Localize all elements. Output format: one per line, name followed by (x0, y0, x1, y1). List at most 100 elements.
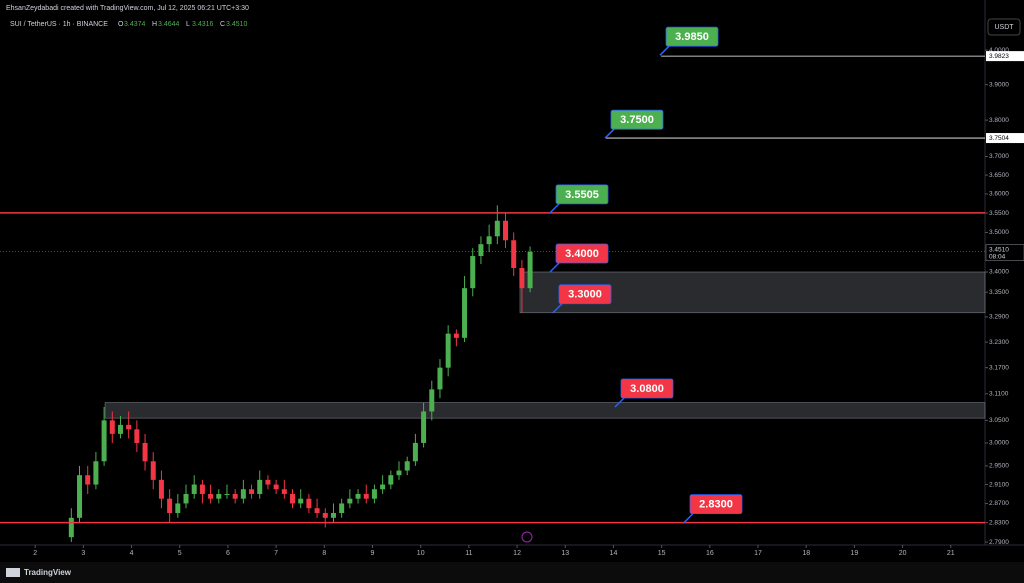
candle-body (396, 470, 402, 476)
y-tick-label: 3.1700 (989, 364, 1009, 371)
x-tick-label: 16 (706, 550, 714, 557)
candle-body (371, 489, 377, 499)
event-icon[interactable] (521, 531, 533, 543)
annotation-pointer (552, 302, 564, 314)
candle-body (339, 503, 345, 514)
annotation-label: 3.7500 (620, 114, 654, 126)
x-tick-label: 12 (513, 550, 521, 557)
level-tag (986, 51, 1024, 62)
annotation-box (610, 109, 664, 130)
y-tick-label: 3.0000 (989, 440, 1009, 447)
candle-body (298, 498, 304, 504)
candle-body (142, 442, 148, 462)
ohlc-value: 3.4316 (192, 21, 214, 28)
x-tick-label: 6 (226, 550, 230, 557)
candle-body (77, 475, 83, 518)
candle-body (404, 461, 410, 471)
annotation-box (558, 284, 612, 305)
candle-body (150, 461, 156, 480)
candle-body (453, 333, 459, 338)
candle-body (257, 479, 263, 494)
candle-body (527, 251, 533, 289)
x-tick-label: 17 (754, 550, 762, 557)
logo (6, 568, 20, 577)
level-tag (986, 133, 1024, 144)
annotation-label: 3.9850 (675, 31, 709, 43)
annotation-box (555, 184, 609, 205)
candle-body (437, 367, 443, 390)
candle-body (158, 479, 164, 499)
candle-body (109, 420, 115, 434)
candle-body (93, 461, 99, 485)
x-tick-label: 8 (322, 550, 326, 557)
y-tick-label: 3.6000 (989, 191, 1009, 198)
x-tick-label: 21 (947, 550, 955, 557)
ohlc-value: 3.4374 (124, 21, 146, 28)
y-tick-label: 3.3500 (989, 289, 1009, 296)
candle-body (363, 493, 369, 499)
level-tag-label: 3.7504 (989, 135, 1009, 142)
y-tick-label: 3.2900 (989, 314, 1009, 321)
currency-box[interactable] (987, 18, 1021, 36)
last-price-label: 3.4510 (989, 246, 1009, 253)
candle-body (117, 424, 123, 434)
y-tick-label: 3.5000 (989, 229, 1009, 236)
x-tick-label: 15 (658, 550, 666, 557)
y-tick-label: 3.9000 (989, 81, 1009, 88)
y-tick-label: 3.1100 (989, 390, 1009, 397)
currency[interactable]: USDT (994, 24, 1014, 31)
candle-body (126, 424, 132, 430)
annotation-pointer (614, 396, 626, 408)
y-tick-label: 2.9500 (989, 463, 1009, 470)
annotation-label: 3.3000 (568, 289, 602, 301)
ohlc-key: O (118, 21, 124, 28)
candle-body (175, 503, 181, 514)
candle-body (306, 498, 312, 509)
annotation-pointer (549, 202, 561, 214)
annotation-box (555, 243, 609, 264)
candle-body (388, 475, 394, 485)
last-price-tag (985, 244, 1024, 261)
x-tick-label: 20 (899, 550, 907, 557)
candle-body (322, 513, 328, 518)
candle-body (290, 493, 296, 504)
annotation-label: 3.0800 (630, 383, 664, 395)
candle-body (216, 493, 222, 499)
level-tag-label: 3.9823 (989, 53, 1009, 60)
x-tick-label: 7 (274, 550, 278, 557)
y-tick-label: 2.7900 (989, 539, 1009, 546)
annotation-label: 3.5505 (565, 189, 599, 201)
candle-body (314, 508, 320, 514)
y-tick-label: 3.5500 (989, 210, 1009, 217)
candle-body (191, 484, 197, 494)
annotation-pointer (659, 44, 671, 56)
x-tick-label: 5 (178, 550, 182, 557)
candle-body (273, 484, 279, 490)
countdown: 08:04 (989, 253, 1006, 260)
candle-body (478, 244, 484, 257)
y-tick-label: 3.7000 (989, 153, 1009, 160)
candle-body (281, 489, 287, 494)
x-tick-label: 14 (610, 550, 618, 557)
candle-body (355, 493, 361, 499)
x-tick-label: 19 (851, 550, 859, 557)
candle-body (101, 420, 107, 462)
candle-body (503, 220, 509, 241)
x-tick-label: 3 (81, 550, 85, 557)
candle-body (429, 389, 435, 412)
candle-body (240, 489, 246, 499)
y-tick-label: 3.2300 (989, 339, 1009, 346)
annotation-pointer (549, 261, 561, 273)
candle-body (330, 513, 336, 518)
y-tick-label: 4.0000 (989, 47, 1009, 54)
zone (104, 402, 986, 419)
y-tick-label: 2.9100 (989, 481, 1009, 488)
annotation-label: 3.4000 (565, 248, 599, 260)
ohlc-key: L (186, 21, 190, 28)
credit: EhsanZeydabadi created with TradingView.… (6, 5, 249, 12)
candle-body (208, 493, 214, 499)
candle-body (167, 498, 173, 514)
candle-body (85, 475, 91, 485)
candle-body (134, 429, 140, 443)
